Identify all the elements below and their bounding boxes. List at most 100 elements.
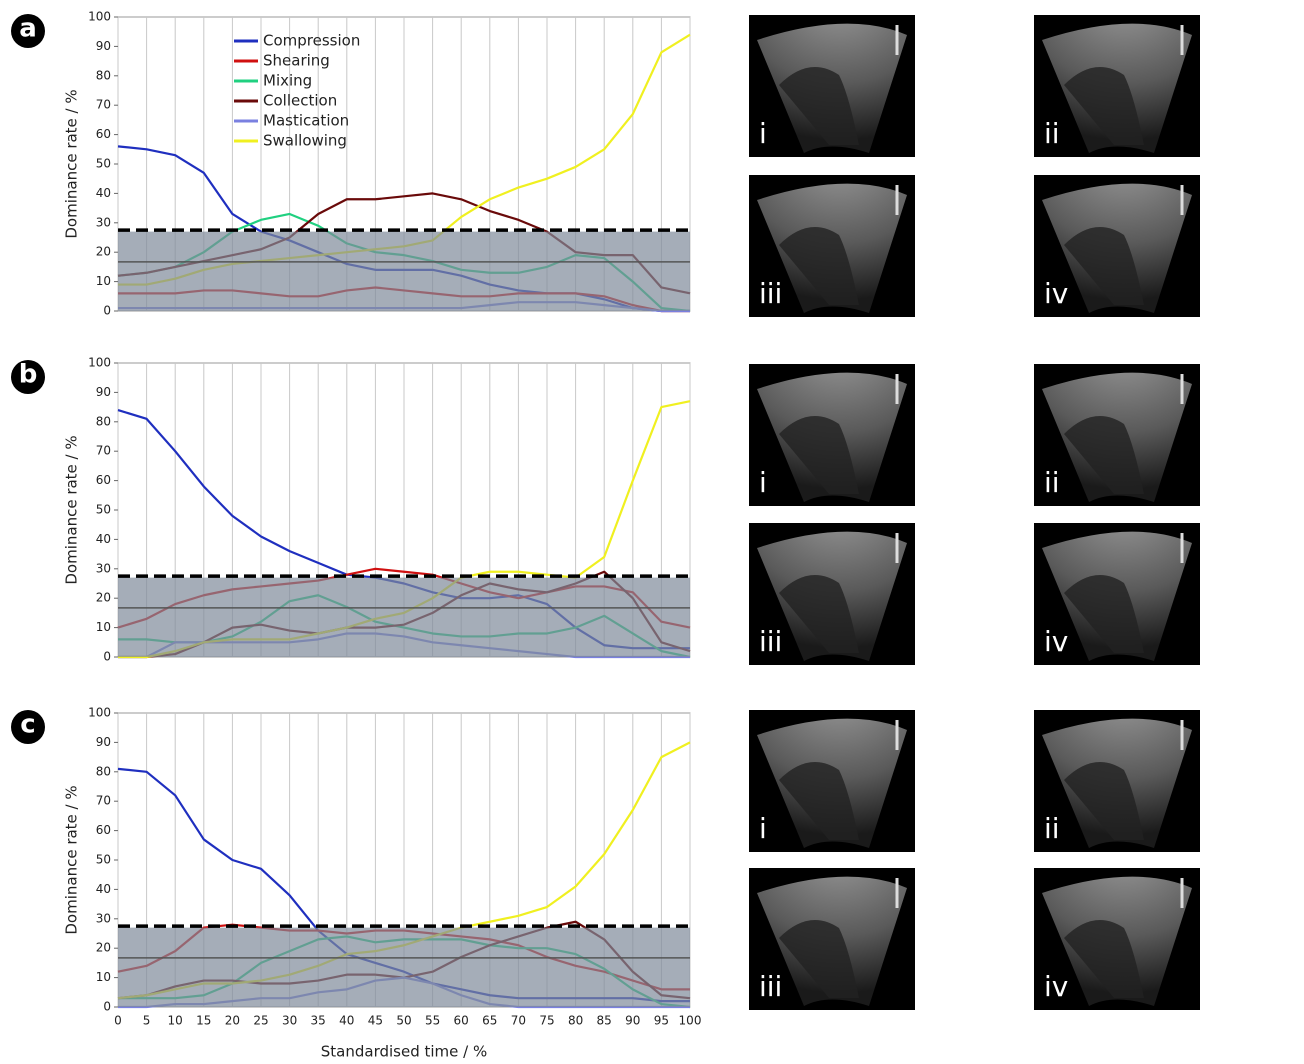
y-tick-label: 10 xyxy=(96,620,111,634)
legend-label: Mixing xyxy=(263,72,312,90)
x-tick-label: 20 xyxy=(225,1014,240,1028)
x-tick-label: 90 xyxy=(625,1014,640,1028)
y-tick-label: 0 xyxy=(103,304,111,318)
y-tick-label: 90 xyxy=(96,385,111,399)
shaded-band xyxy=(118,231,690,311)
x-tick-label: 70 xyxy=(511,1014,526,1028)
image-label: iii xyxy=(759,625,782,658)
x-tick-label: 15 xyxy=(196,1014,211,1028)
image-label: iv xyxy=(1044,625,1068,658)
y-tick-label: 100 xyxy=(88,356,111,370)
x-axis-label: Standardised time / % xyxy=(321,1043,487,1061)
y-tick-label: 10 xyxy=(96,274,111,288)
ultrasound-tissue xyxy=(779,416,859,494)
ultrasound-tissue xyxy=(1064,227,1144,305)
x-tick-label: 5 xyxy=(143,1014,151,1028)
ultrasound-tissue xyxy=(1064,920,1144,998)
x-tick-label: 75 xyxy=(539,1014,554,1028)
x-tick-label: 0 xyxy=(114,1014,122,1028)
y-tick-label: 50 xyxy=(96,853,111,867)
image-label: iii xyxy=(759,277,782,310)
y-tick-label: 60 xyxy=(96,127,111,141)
y-tick-label: 0 xyxy=(103,650,111,664)
panel-badge xyxy=(11,710,45,744)
y-tick-label: 40 xyxy=(96,532,111,546)
ultrasound-tissue xyxy=(1064,575,1144,653)
panel-badge xyxy=(11,14,45,48)
legend-label: Shearing xyxy=(263,52,330,70)
y-tick-label: 40 xyxy=(96,186,111,200)
image-label: i xyxy=(759,117,767,150)
y-tick-label: 30 xyxy=(96,215,111,229)
legend-label: Compression xyxy=(263,32,360,50)
x-tick-label: 25 xyxy=(253,1014,268,1028)
y-tick-label: 60 xyxy=(96,473,111,487)
y-tick-label: 100 xyxy=(88,10,111,24)
x-tick-label: 35 xyxy=(311,1014,326,1028)
image-label: ii xyxy=(1044,466,1060,499)
y-tick-label: 50 xyxy=(96,503,111,517)
x-tick-label: 100 xyxy=(679,1014,702,1028)
image-label: ii xyxy=(1044,812,1060,845)
x-tick-label: 60 xyxy=(454,1014,469,1028)
y-tick-label: 10 xyxy=(96,970,111,984)
x-tick-label: 95 xyxy=(654,1014,669,1028)
y-tick-label: 70 xyxy=(96,444,111,458)
panel-label: c xyxy=(20,710,35,740)
ultrasound-tissue xyxy=(779,67,859,145)
y-tick-label: 60 xyxy=(96,823,111,837)
image-label: iv xyxy=(1044,970,1068,1003)
ultrasound-tissue xyxy=(1064,67,1144,145)
x-tick-label: 80 xyxy=(568,1014,583,1028)
y-tick-label: 20 xyxy=(96,591,111,605)
y-tick-label: 0 xyxy=(103,1000,111,1014)
y-tick-label: 100 xyxy=(88,706,111,720)
y-tick-label: 70 xyxy=(96,98,111,112)
x-tick-label: 50 xyxy=(396,1014,411,1028)
x-tick-label: 55 xyxy=(425,1014,440,1028)
ultrasound-tissue xyxy=(779,227,859,305)
y-tick-label: 80 xyxy=(96,764,111,778)
y-tick-label: 20 xyxy=(96,245,111,259)
y-axis-label: Dominance rate / % xyxy=(63,435,81,584)
ultrasound-tissue xyxy=(779,920,859,998)
ultrasound-tissue xyxy=(779,575,859,653)
shaded-band xyxy=(118,577,690,657)
image-label: i xyxy=(759,812,767,845)
legend-label: Mastication xyxy=(263,112,349,130)
ultrasound-tissue xyxy=(1064,416,1144,494)
shaded-band xyxy=(118,927,690,1007)
chart: 0 10 20 30 40 50 60 70 80 90 100 Dominance rate / %… xyxy=(11,10,691,318)
chart: 0 10 20 30 40 50 60 70 80 90 100 Dominance rate / %… xyxy=(11,356,691,664)
y-tick-label: 90 xyxy=(96,735,111,749)
y-axis-label: Dominance rate / % xyxy=(63,785,81,934)
chart: 0 5 10 15 20 25 30 35 40 45 50 55 60 65 70 75 80 85 90 95 10… xyxy=(11,706,701,1061)
y-tick-label: 30 xyxy=(96,911,111,925)
y-tick-label: 30 xyxy=(96,561,111,575)
x-tick-label: 30 xyxy=(282,1014,297,1028)
legend-label: Collection xyxy=(263,92,337,110)
y-tick-label: 80 xyxy=(96,414,111,428)
legend-label: Swallowing xyxy=(263,132,347,150)
x-tick-label: 40 xyxy=(339,1014,354,1028)
y-axis-label: Dominance rate / % xyxy=(63,89,81,238)
y-tick-label: 90 xyxy=(96,39,111,53)
image-label: ii xyxy=(1044,117,1060,150)
image-label: i xyxy=(759,466,767,499)
y-tick-label: 70 xyxy=(96,794,111,808)
panel-label: b xyxy=(19,360,38,390)
x-tick-label: 45 xyxy=(368,1014,383,1028)
y-tick-label: 50 xyxy=(96,157,111,171)
ultrasound-tissue xyxy=(779,762,859,840)
panel-label: a xyxy=(19,14,37,44)
image-label: iii xyxy=(759,970,782,1003)
y-tick-label: 40 xyxy=(96,882,111,896)
x-tick-label: 65 xyxy=(482,1014,497,1028)
y-tick-label: 80 xyxy=(96,68,111,82)
x-tick-label: 85 xyxy=(597,1014,612,1028)
panel-badge xyxy=(11,360,45,394)
image-label: iv xyxy=(1044,277,1068,310)
x-tick-label: 10 xyxy=(168,1014,183,1028)
ultrasound-tissue xyxy=(1064,762,1144,840)
